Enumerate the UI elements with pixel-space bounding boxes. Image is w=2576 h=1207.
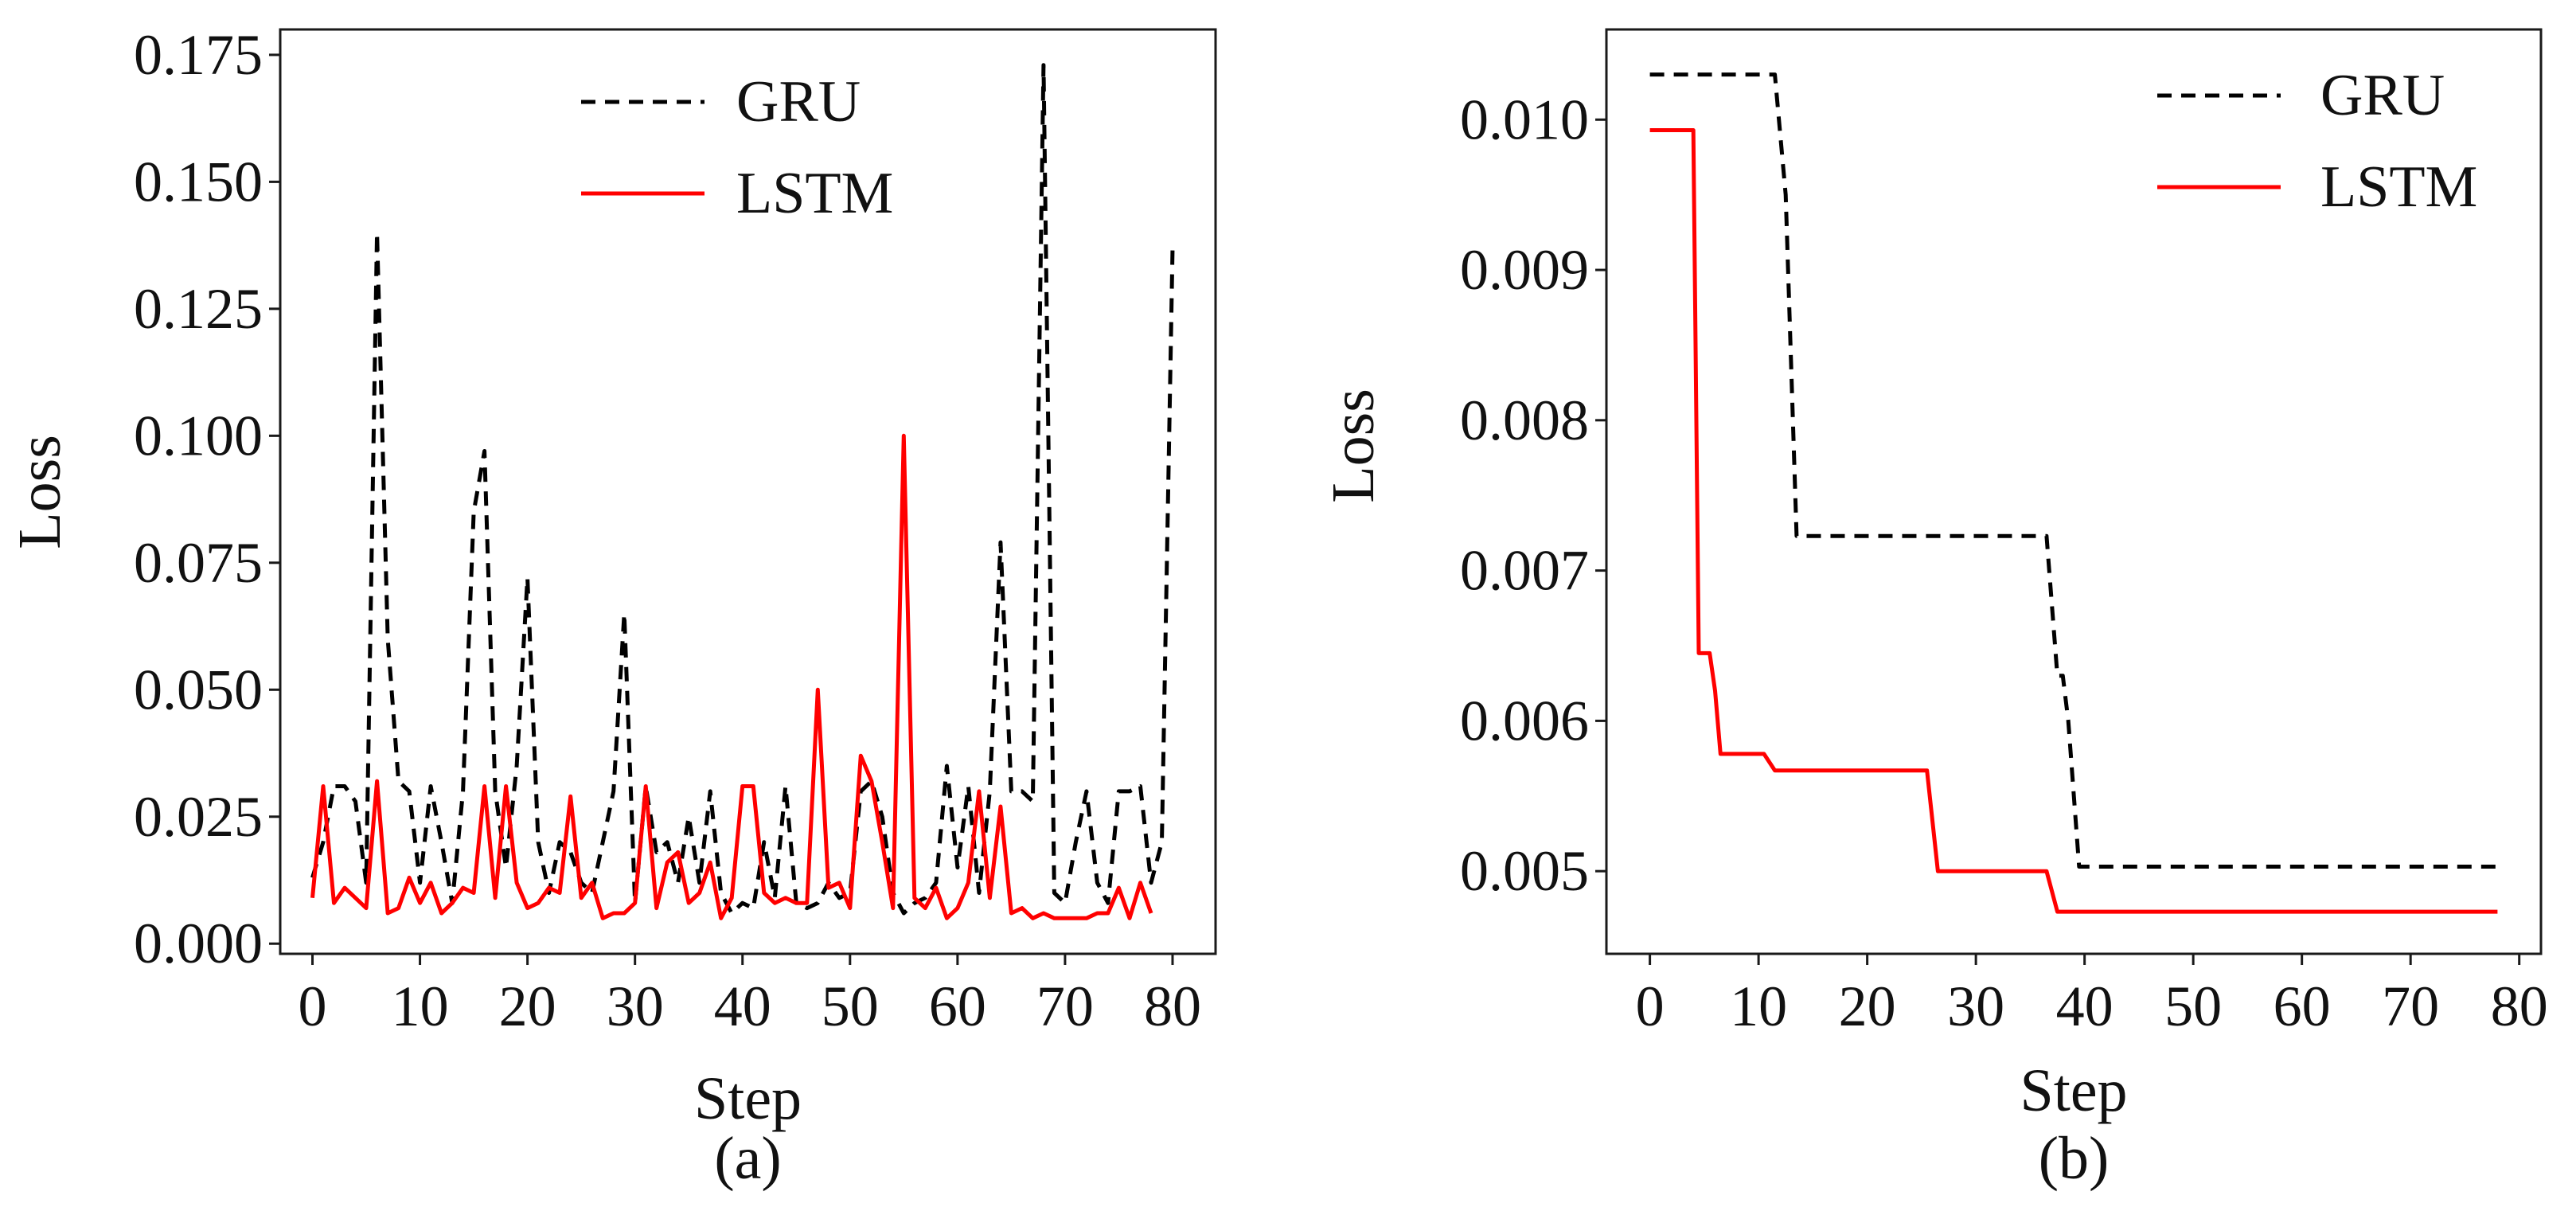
x-tick-label-a: 40: [714, 975, 771, 1038]
series-line-gru-b: [1649, 72, 2498, 869]
y-tick-label-a: 0.125: [134, 277, 263, 341]
y-tick-label-b: 0.007: [1460, 539, 1589, 603]
plot-frame-a: [279, 28, 1217, 955]
legend-label-lstm-a: LSTM: [736, 161, 893, 226]
legend-label-gru-b: GRU: [2320, 63, 2445, 128]
chart-panel-b: 0 10 20 30 40 50 60 70 80 0.005 0.006 0.007 0.008 0.0…: [1320, 28, 2548, 1192]
y-tick-label-b: 0.009: [1460, 238, 1589, 302]
y-tick-label-b: 0.008: [1460, 389, 1589, 452]
y-tick-label-b: 0.005: [1460, 839, 1589, 903]
x-tick-label-a: 10: [392, 975, 449, 1038]
y-tick-label-a: 0.025: [134, 785, 263, 849]
x-tick-label-b: 40: [2056, 975, 2113, 1038]
y-tick-label-a: 0.150: [134, 150, 263, 213]
y-tick-label-a: 0.075: [134, 531, 263, 595]
x-tick-label-b: 30: [1947, 975, 2004, 1038]
legend-label-lstm-b: LSTM: [2320, 154, 2477, 220]
y-tick-label-a: 0.100: [134, 404, 263, 467]
legend-a: GRU LSTM: [581, 69, 893, 226]
y-axis-title-a: Loss: [6, 435, 73, 549]
chart-panel-a: 0 10 20 30 40 50 60 70 80 0.000 0.025 0.050 0.075 0.1…: [6, 23, 1217, 1192]
panel-label-a: (a): [714, 1125, 781, 1192]
y-tick-label-b: 0.006: [1460, 689, 1589, 752]
panel-label-b: (b): [2039, 1125, 2110, 1192]
x-tick-label-b: 70: [2382, 975, 2439, 1038]
x-tick-label-b: 50: [2164, 975, 2222, 1038]
series-line-lstm-a: [310, 433, 1153, 920]
y-tick-label-a: 0.175: [134, 23, 263, 87]
y-axis-title-b: Loss: [1320, 389, 1387, 503]
x-axis-title-a: Step: [694, 1065, 802, 1132]
series-line-lstm-b: [1649, 128, 2498, 914]
plot-frame-b: [1605, 28, 2543, 955]
x-tick-label-a: 30: [607, 975, 664, 1038]
x-tick-label-a: 0: [299, 975, 327, 1038]
x-tick-label-a: 80: [1144, 975, 1201, 1038]
y-tick-label-a: 0.000: [134, 912, 263, 975]
legend-label-gru-a: GRU: [736, 69, 861, 135]
y-tick-label-a: 0.050: [134, 658, 263, 721]
y-tick-label-b: 0.010: [1460, 88, 1589, 151]
x-tick-label-a: 70: [1036, 975, 1094, 1038]
x-tick-label-b: 80: [2491, 975, 2548, 1038]
legend-b: GRU LSTM: [2157, 63, 2477, 220]
x-tick-label-b: 0: [1636, 975, 1665, 1038]
x-tick-label-b: 20: [1839, 975, 1896, 1038]
x-axis-title-b: Step: [2020, 1057, 2127, 1124]
x-tick-label-b: 60: [2274, 975, 2331, 1038]
x-tick-label-a: 20: [499, 975, 556, 1038]
x-tick-label-a: 60: [929, 975, 986, 1038]
x-tick-label-a: 50: [822, 975, 879, 1038]
x-tick-label-b: 10: [1730, 975, 1787, 1038]
series-line-gru-a: [310, 63, 1175, 916]
